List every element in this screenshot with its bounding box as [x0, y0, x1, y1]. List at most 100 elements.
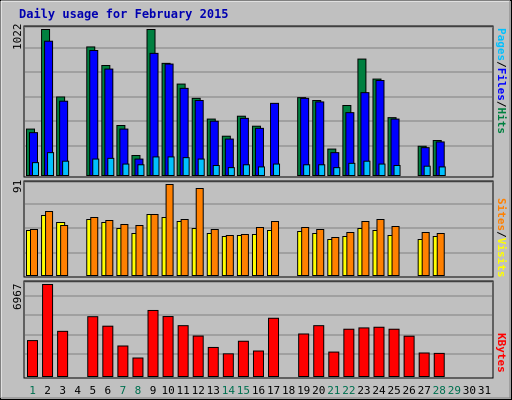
bar-sites: [135, 225, 144, 276]
bar-sites: [376, 219, 385, 276]
bar-sites: [346, 232, 355, 276]
bar-pages: [32, 162, 39, 176]
x-tick-label: 9: [150, 384, 157, 397]
bar-kbytes: [358, 327, 370, 377]
bar-sites: [210, 229, 219, 276]
bar-pages: [122, 163, 130, 176]
x-tick-label: 29: [448, 384, 461, 397]
bar-pages: [137, 164, 145, 177]
x-tick-label: 16: [252, 384, 265, 397]
x-tick-label: 2: [44, 384, 51, 397]
bar-kbytes: [343, 328, 355, 377]
x-tick-label: 10: [161, 384, 174, 397]
chart-marks: [26, 29, 446, 378]
hits-legend: Pages/Files/Hits: [495, 28, 508, 134]
bar-kbytes: [388, 328, 400, 377]
bar-kbytes: [57, 330, 69, 378]
bar-pages: [303, 164, 311, 177]
x-tick-label: 25: [387, 384, 400, 397]
x-tick-label: 4: [74, 384, 81, 397]
bar-pages: [212, 165, 220, 176]
legend-pages: Pages: [495, 28, 508, 62]
bar-sites: [301, 227, 310, 276]
bar-kbytes: [328, 351, 340, 378]
bar-kbytes: [117, 345, 129, 377]
bar-pages: [378, 163, 386, 176]
bar-sites: [271, 221, 280, 276]
bar-kbytes: [252, 350, 264, 377]
x-tick-label: 24: [372, 384, 386, 397]
bar-pages: [92, 158, 100, 176]
bar-pages: [438, 166, 446, 177]
x-tick-label: 18: [282, 384, 295, 397]
bar-pages: [242, 164, 250, 177]
x-tick-label: 26: [403, 384, 416, 397]
x-axis-labels: 1 2 3 4 5 6 7 8 9 10 11 12 13 14 15 16 17 18 19 20 21 22 23 24 2…: [29, 384, 491, 397]
bar-kbytes: [42, 284, 54, 377]
bar-pages: [318, 164, 326, 177]
bar-sites: [195, 188, 204, 276]
bar-sites: [331, 237, 340, 276]
bar-kbytes: [403, 335, 415, 378]
x-tick-label: 6: [105, 384, 112, 397]
bar-kbytes: [162, 316, 174, 377]
legend-hits: Hits: [495, 107, 508, 135]
bar-files: [300, 97, 310, 176]
bar-kbytes: [268, 317, 280, 378]
bar-sites: [421, 232, 430, 276]
bar-sites: [240, 234, 249, 276]
bar-kbytes: [207, 346, 219, 378]
bar-sites: [90, 217, 99, 276]
x-tick-label: 3: [59, 384, 66, 397]
x-tick-label: 21: [327, 384, 340, 397]
kbytes-ymax-label: 6967: [11, 283, 24, 311]
bar-sites: [105, 220, 114, 276]
bar-kbytes: [237, 340, 249, 378]
x-tick-label: 20: [312, 384, 325, 397]
x-tick-label: 8: [135, 384, 142, 397]
bar-kbytes: [87, 316, 99, 377]
chart-title: Daily usage for February 2015: [19, 7, 229, 21]
bar-kbytes: [132, 357, 144, 378]
x-tick-label: 13: [207, 384, 220, 397]
legend-visits: Visits: [495, 237, 508, 278]
bar-sites: [436, 233, 445, 276]
bar-sites: [361, 221, 370, 276]
bar-kbytes: [373, 326, 385, 377]
hits-ymax-label: 1022: [11, 23, 24, 51]
bar-kbytes: [433, 352, 445, 377]
x-tick-label: 15: [237, 384, 250, 397]
x-tick-label: 14: [222, 384, 236, 397]
legend-sites: Sites: [495, 198, 508, 232]
legend-kbytes: KBytes: [495, 333, 508, 373]
x-tick-label: 11: [177, 384, 190, 397]
bar-kbytes: [313, 325, 325, 378]
bar-pages: [348, 162, 356, 177]
bar-pages: [273, 163, 281, 176]
bar-sites: [180, 219, 189, 276]
x-tick-label: 28: [433, 384, 446, 397]
x-tick-label: 5: [89, 384, 96, 397]
bar-pages: [62, 160, 70, 176]
bar-pages: [197, 158, 205, 176]
x-tick-label: 22: [342, 384, 355, 397]
bar-kbytes: [418, 352, 430, 377]
bar-pages: [257, 166, 265, 177]
x-tick-label: 19: [297, 384, 310, 397]
bar-sites: [316, 229, 325, 276]
bar-pages: [227, 167, 235, 176]
x-tick-label: 7: [120, 384, 127, 397]
bar-pages: [393, 165, 401, 176]
x-tick-label: 30: [463, 384, 476, 397]
bar-kbytes: [192, 335, 204, 378]
bar-kbytes: [177, 325, 189, 378]
legend-files: Files: [495, 67, 508, 101]
bar-pages: [363, 160, 371, 176]
x-tick-label: 27: [418, 384, 431, 397]
bar-kbytes: [222, 353, 234, 377]
x-tick-label: 1: [29, 384, 36, 397]
bar-sites: [255, 227, 264, 276]
bar-files: [89, 50, 99, 176]
